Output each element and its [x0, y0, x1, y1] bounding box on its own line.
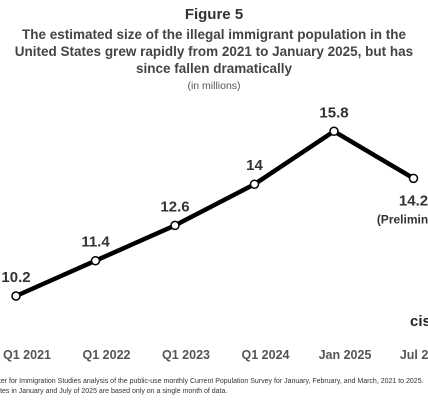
footnote: Source: Center for Immigration Studies a…	[0, 377, 428, 397]
value-label: 11.4	[81, 234, 110, 251]
value-label: 12.6	[160, 198, 189, 215]
chart-subtitle: (in millions)	[187, 80, 241, 92]
annotation-preliminary: (Preliminary)	[377, 212, 428, 226]
footnote-source: Source: Center for Immigration Studies a…	[0, 378, 424, 385]
series-line	[13, 129, 416, 299]
cis-logo: cis	[410, 313, 428, 330]
x-tick-label: Q1 2024	[242, 348, 290, 362]
data-point	[170, 220, 180, 231]
x-tick-label: Q1 2021	[3, 348, 51, 362]
footnote-note: Note: Estimates in January and July of 2…	[0, 388, 228, 395]
value-labels: 10.2 11.4 12.6 14 15.8 14.2 (Preliminary)	[1, 104, 428, 286]
chart-title-line: The estimated size of the illegal immigr…	[21, 27, 407, 42]
data-points	[11, 126, 419, 301]
chart-title: The estimated size of the illegal immigr…	[0, 26, 428, 77]
x-tick-label: Jan 2025	[319, 348, 372, 362]
data-point	[90, 255, 101, 266]
value-label: 15.8	[319, 104, 348, 121]
x-tick-label: Q1 2022	[83, 348, 131, 362]
figure-label: Figure 5	[184, 6, 244, 23]
chart-title-line: United States grew rapidly from 2021 to …	[14, 44, 414, 59]
value-label: 10.2	[1, 269, 30, 286]
x-axis-tick-labels: Q1 2021 Q1 2022 Q1 2023 Q1 2024 Jan 2025 Jul …	[3, 348, 428, 362]
x-tick-label: Q1 2023	[162, 348, 210, 362]
data-point	[11, 291, 21, 301]
data-point	[329, 126, 339, 137]
x-tick-label: Jul 2025	[400, 348, 428, 362]
data-point	[249, 179, 260, 189]
chart-title-line: since fallen dramatically	[135, 61, 293, 76]
value-label: 14.2	[399, 192, 428, 209]
value-label: 14	[246, 157, 263, 174]
data-point	[408, 173, 419, 184]
